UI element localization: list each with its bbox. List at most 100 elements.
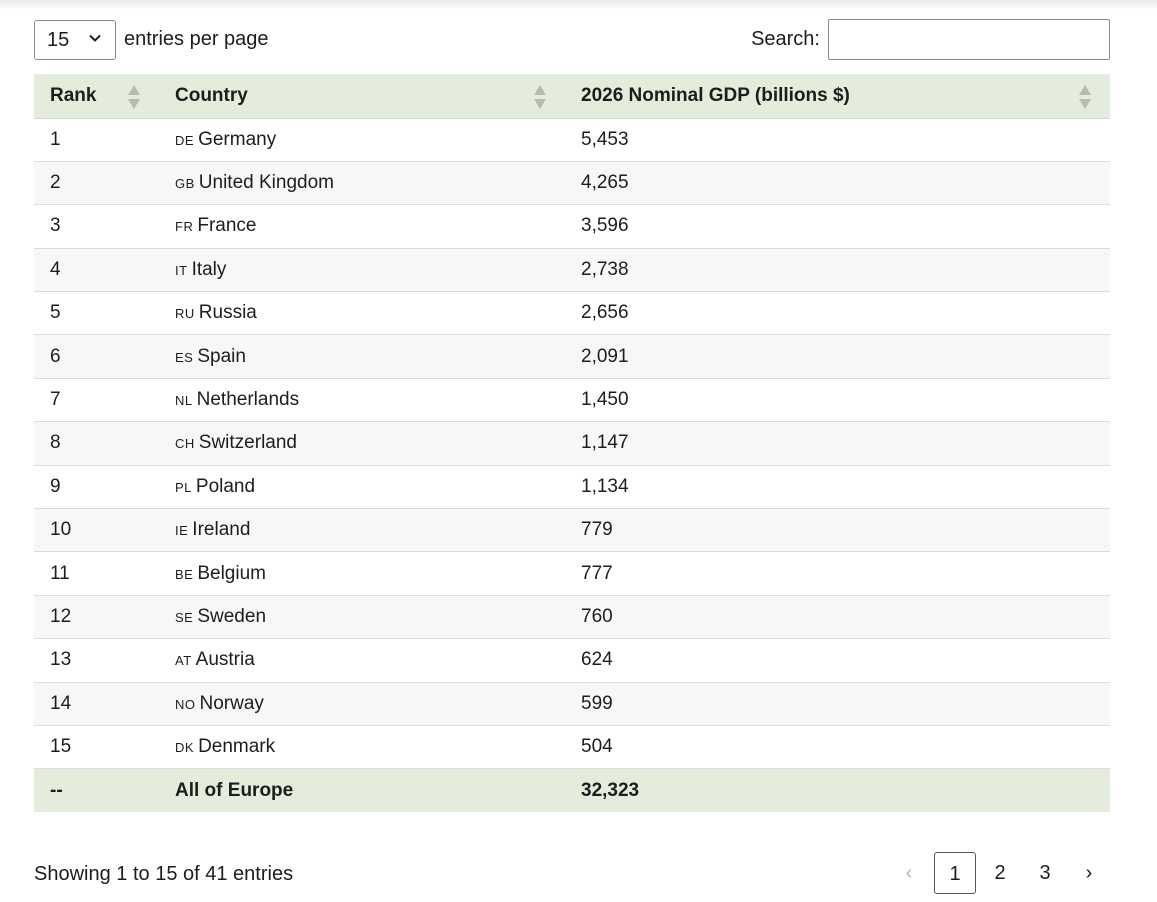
table-toolbar: 15 entries per page Search:: [34, 0, 1110, 74]
country-code: GB: [175, 176, 195, 192]
table-footer-row: -- All of Europe 32,323: [34, 768, 1110, 812]
cell-rank: 7: [34, 378, 159, 423]
page-button-1[interactable]: 1: [934, 851, 976, 894]
country-code: DK: [175, 740, 195, 756]
country-code: RU: [175, 306, 195, 322]
country-name: France: [197, 215, 257, 237]
country-code: DE: [175, 132, 195, 148]
footer-country: All of Europe: [159, 768, 565, 812]
column-header-rank[interactable]: Rank: [34, 74, 159, 119]
pagination: ‹ 1 2 3 ›: [900, 851, 1110, 894]
cell-gdp: 504: [565, 725, 1110, 770]
cell-gdp: 1,134: [565, 465, 1110, 510]
cell-rank: 3: [34, 204, 159, 249]
cell-rank: 10: [34, 508, 159, 553]
country-code: NL: [175, 393, 193, 409]
table-row: 9 PL Poland 1,134: [34, 465, 1110, 510]
cell-gdp: 2,091: [565, 334, 1110, 379]
column-header-gdp[interactable]: 2026 Nominal GDP (billions $): [565, 74, 1110, 119]
cell-country: CH Switzerland: [159, 421, 565, 466]
country-code: ES: [175, 349, 194, 365]
cell-rank: 15: [34, 725, 159, 770]
country-code: IE: [175, 523, 189, 539]
country-code: SE: [175, 609, 194, 625]
prev-page-button[interactable]: ‹: [905, 861, 913, 884]
cell-gdp: 599: [565, 682, 1110, 726]
country-name: Denmark: [198, 736, 276, 758]
table-footer-bar: Showing 1 to 15 of 41 entries ‹ 1 2 3 ›: [34, 812, 1110, 902]
column-header-country[interactable]: Country: [159, 74, 565, 119]
table-row: 14 NO Norway 599: [34, 682, 1110, 726]
entries-per-page-label: entries per page: [124, 28, 269, 50]
country-name: Italy: [191, 258, 227, 280]
cell-rank: 6: [34, 334, 159, 379]
page-button-2[interactable]: 2: [994, 861, 1006, 884]
table-row: 4 IT Italy 2,738: [34, 248, 1110, 293]
country-name: Ireland: [192, 519, 251, 541]
cell-rank: 4: [34, 248, 159, 293]
cell-country: NL Netherlands: [159, 378, 565, 423]
entries-info: Showing 1 to 15 of 41 entries: [34, 862, 294, 885]
table-row: 8 CH Switzerland 1,147: [34, 421, 1110, 466]
chevron-down-icon: [89, 34, 101, 42]
page-size-select[interactable]: 15: [34, 20, 116, 60]
cell-rank: 14: [34, 682, 159, 726]
gdp-table: Rank Country 2026 Nominal GDP (billions …: [34, 74, 1110, 812]
cell-country: AT Austria: [159, 638, 565, 683]
cell-rank: 8: [34, 421, 159, 466]
table-row: 5 RU Russia 2,656: [34, 291, 1110, 336]
cell-gdp: 2,738: [565, 248, 1110, 293]
cell-country: NO Norway: [159, 682, 565, 726]
search-input[interactable]: [828, 19, 1110, 60]
cell-rank: 1: [34, 118, 159, 162]
cell-country: PL Poland: [159, 465, 565, 510]
country-code: NO: [175, 696, 196, 712]
cell-rank: 12: [34, 595, 159, 640]
country-code: PL: [175, 479, 192, 495]
country-code: CH: [175, 436, 195, 452]
cell-rank: 11: [34, 551, 159, 596]
country-name: Spain: [197, 345, 246, 367]
column-header-gdp-label: 2026 Nominal GDP (billions $): [581, 84, 850, 106]
cell-country: BE Belgium: [159, 551, 565, 596]
cell-country: DK Denmark: [159, 725, 565, 770]
page-size-value: 15: [47, 29, 70, 51]
datatable-wrapper: 15 entries per page Search: Rank Country: [34, 0, 1110, 902]
country-name: Norway: [199, 692, 264, 714]
cell-gdp: 760: [565, 595, 1110, 640]
header-row: Rank Country 2026 Nominal GDP (billions …: [34, 74, 1110, 119]
table-row: 6 ES Spain 2,091: [34, 334, 1110, 379]
sort-icon: [1079, 85, 1091, 109]
cell-country: FR France: [159, 204, 565, 249]
table-body: 1 DE Germany 5,453 2 GB United Kingdom 4,265 3 FR…: [34, 118, 1110, 770]
country-name: Netherlands: [196, 389, 300, 411]
column-header-rank-label: Rank: [50, 84, 97, 106]
table-row: 13 AT Austria 624: [34, 638, 1110, 683]
cell-gdp: 777: [565, 551, 1110, 596]
country-name: Germany: [198, 128, 277, 150]
cell-country: SE Sweden: [159, 595, 565, 640]
cell-country: DE Germany: [159, 118, 565, 162]
sort-icon: [534, 85, 546, 109]
cell-gdp: 779: [565, 508, 1110, 553]
cell-country: IT Italy: [159, 248, 565, 293]
table-row: 11 BE Belgium 777: [34, 551, 1110, 596]
next-page-button[interactable]: ›: [1085, 861, 1093, 884]
country-code: BE: [175, 566, 194, 582]
table-row: 10 IE Ireland 779: [34, 508, 1110, 553]
country-name: Russia: [198, 302, 257, 324]
table-row: 15 DK Denmark 504: [34, 725, 1110, 770]
cell-country: ES Spain: [159, 334, 565, 379]
table-row: 12 SE Sweden 760: [34, 595, 1110, 640]
cell-rank: 2: [34, 161, 159, 206]
cell-gdp: 5,453: [565, 118, 1110, 162]
country-code: AT: [175, 653, 192, 669]
sort-icon: [128, 85, 140, 109]
country-name: Belgium: [197, 562, 266, 584]
cell-country: GB United Kingdom: [159, 161, 565, 206]
footer-rank: --: [34, 768, 159, 812]
page-button-3[interactable]: 3: [1039, 861, 1051, 884]
cell-rank: 9: [34, 465, 159, 510]
table-row: 1 DE Germany 5,453: [34, 118, 1110, 162]
country-name: United Kingdom: [198, 172, 334, 194]
